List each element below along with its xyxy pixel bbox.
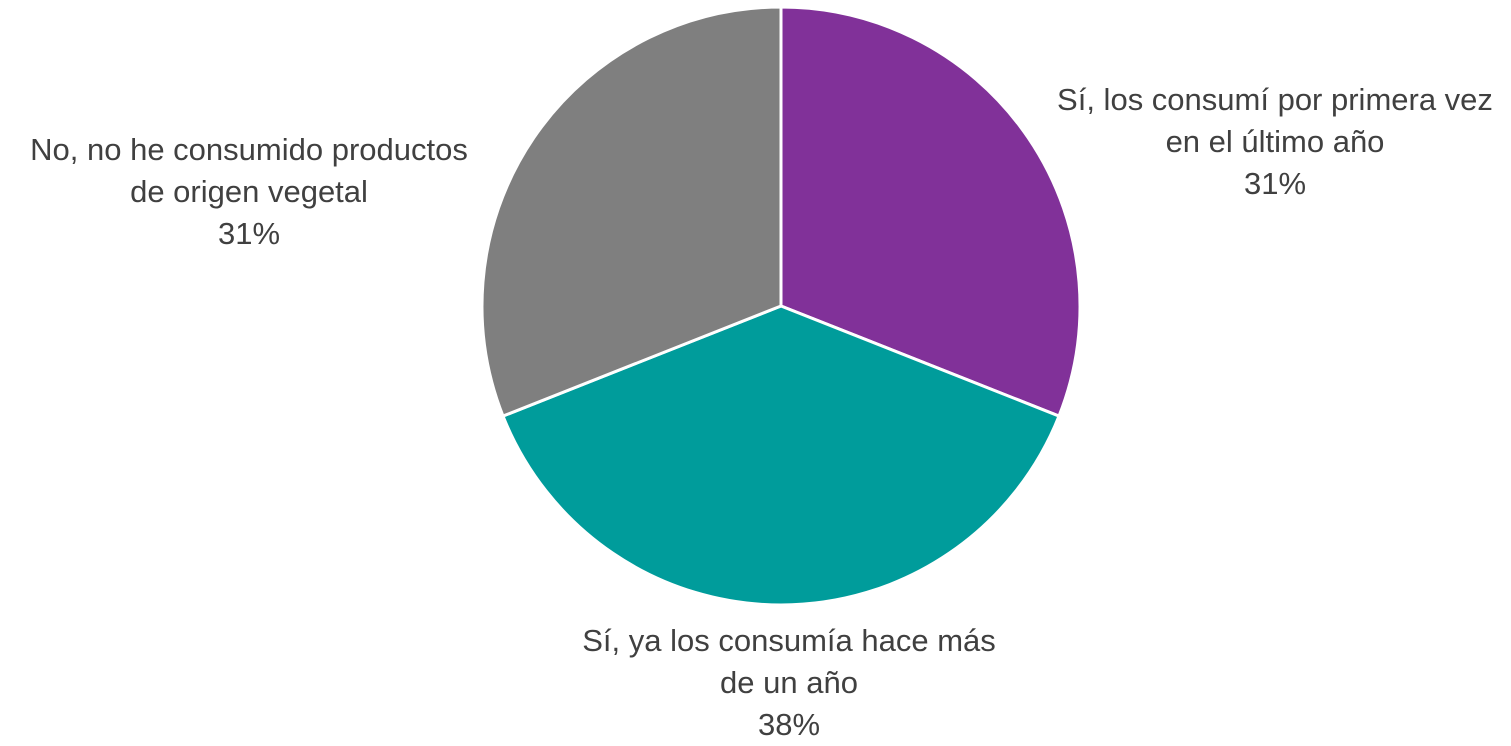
category-label: No, no he consumido productos de origen … bbox=[30, 132, 468, 209]
slice-label: Sí, los consumí por primera vez en el úl… bbox=[1040, 79, 1510, 205]
value-label: 38% bbox=[757, 707, 821, 742]
category-label: Sí, los consumí por primera vez en el úl… bbox=[1057, 82, 1493, 159]
pie-slice bbox=[480, 5, 783, 419]
value-label: 31% bbox=[217, 216, 281, 251]
slice-label: Sí, ya los consumía hace más de un año 38… bbox=[569, 620, 1009, 746]
category-label: Sí, ya los consumía hace más de un año bbox=[582, 623, 996, 700]
pie-slice bbox=[779, 5, 1082, 419]
slice-label: No, no he consumido productos de origen … bbox=[14, 129, 484, 255]
pie-slice bbox=[501, 304, 1061, 607]
value-label: 31% bbox=[1243, 166, 1307, 201]
